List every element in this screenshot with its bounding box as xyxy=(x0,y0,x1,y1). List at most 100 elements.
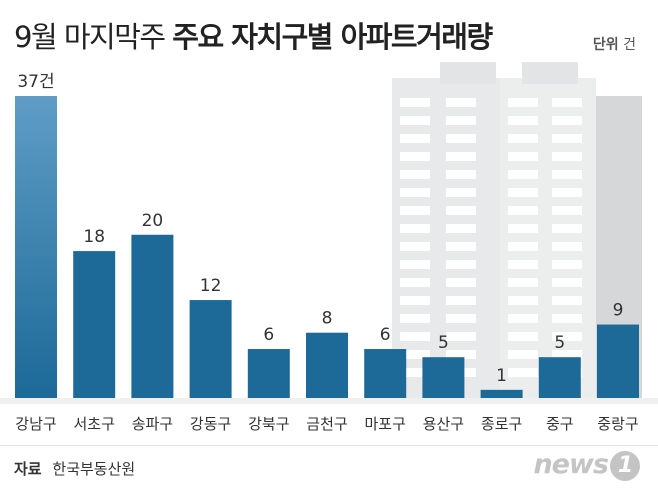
building-window xyxy=(446,134,476,143)
building-window xyxy=(446,116,476,125)
news1-logo: news 1 xyxy=(533,449,640,481)
bar-9 xyxy=(480,389,523,398)
building-window xyxy=(446,350,476,359)
building-illustration xyxy=(392,62,642,398)
building-window xyxy=(552,296,582,305)
building-window xyxy=(400,224,430,233)
footer-divider xyxy=(0,445,658,446)
building-window xyxy=(508,332,538,341)
building-window xyxy=(552,350,582,359)
building-window xyxy=(552,314,582,323)
unit-label-text: 단위 xyxy=(592,37,619,53)
building-window xyxy=(508,242,538,251)
building-window xyxy=(552,152,582,161)
data-label-10: 5 xyxy=(554,333,565,353)
bar-6 xyxy=(306,332,348,398)
data-label-8: 5 xyxy=(438,333,449,353)
bar-5 xyxy=(247,349,290,398)
building-window xyxy=(446,170,476,179)
building-window xyxy=(400,368,430,377)
chart-title: 9월 마지막주 주요 자치구별 아파트거래량 xyxy=(14,14,493,56)
building-window xyxy=(400,242,430,251)
source-value: 한국부동산원 xyxy=(52,460,136,478)
building-window xyxy=(446,206,476,215)
building-window xyxy=(400,98,430,107)
building-window xyxy=(400,206,430,215)
data-label-7: 6 xyxy=(380,325,391,345)
building-window xyxy=(446,296,476,305)
building-window xyxy=(508,224,538,233)
building-window xyxy=(508,368,538,377)
category-label-4: 강동구 xyxy=(190,415,231,433)
building-window xyxy=(508,206,538,215)
data-label-11: 9 xyxy=(613,301,624,321)
building-window xyxy=(508,134,538,143)
category-label-5: 강북구 xyxy=(248,415,289,433)
building-window xyxy=(400,260,430,269)
building-window xyxy=(508,152,538,161)
building-window xyxy=(446,278,476,287)
data-label-4: 12 xyxy=(200,276,222,296)
building-window xyxy=(400,332,430,341)
building-window xyxy=(446,152,476,161)
category-label-1: 강남구 xyxy=(15,415,56,433)
building-window xyxy=(552,188,582,197)
unit-label: 단위 건 xyxy=(593,34,636,54)
category-label-9: 종로구 xyxy=(481,415,522,433)
building-window xyxy=(508,296,538,305)
building-window xyxy=(400,278,430,287)
category-label-3: 송파구 xyxy=(132,415,173,433)
source-label: 자료 xyxy=(14,460,42,478)
building-window xyxy=(446,188,476,197)
building-window xyxy=(552,116,582,125)
category-label-11: 중랑구 xyxy=(597,415,638,433)
building-window xyxy=(400,188,430,197)
building-window xyxy=(400,152,430,161)
category-label-6: 금천구 xyxy=(306,415,347,433)
data-label-3: 20 xyxy=(142,211,164,231)
title-period: 9월 마지막주 xyxy=(14,20,166,54)
data-label-2: 18 xyxy=(83,227,105,247)
unit-value: 건 xyxy=(623,37,636,53)
building-window xyxy=(508,116,538,125)
building-window xyxy=(446,332,476,341)
building-window xyxy=(400,296,430,305)
building-window xyxy=(552,170,582,179)
building-window xyxy=(552,206,582,215)
building-window xyxy=(508,188,538,197)
building-window xyxy=(552,242,582,251)
building-window xyxy=(552,278,582,287)
building-window xyxy=(552,134,582,143)
building-window xyxy=(400,116,430,125)
bar-8 xyxy=(422,357,465,398)
building-window xyxy=(508,314,538,323)
bar-3 xyxy=(131,234,174,398)
bar-4 xyxy=(189,300,232,398)
building-window xyxy=(552,260,582,269)
building-window xyxy=(552,224,582,233)
building-window xyxy=(446,224,476,233)
building-window xyxy=(552,98,582,107)
logo-badge: 1 xyxy=(610,450,640,481)
building-window xyxy=(508,170,538,179)
bar-2 xyxy=(73,251,116,398)
building-window xyxy=(446,98,476,107)
building-window xyxy=(508,98,538,107)
building-window xyxy=(446,242,476,251)
logo-text: news xyxy=(533,449,609,480)
source-note: 자료 한국부동산원 xyxy=(14,458,135,479)
building-window xyxy=(508,260,538,269)
building-window xyxy=(508,350,538,359)
category-label-10: 중구 xyxy=(546,415,574,433)
building-window xyxy=(552,332,582,341)
building-window xyxy=(400,170,430,179)
bar-10 xyxy=(538,357,581,398)
building-window xyxy=(446,314,476,323)
data-label-6: 8 xyxy=(322,309,333,329)
category-label-8: 용산구 xyxy=(423,415,464,433)
building-window xyxy=(446,260,476,269)
category-label-7: 마포구 xyxy=(364,415,405,433)
building-window xyxy=(400,134,430,143)
data-label-5: 6 xyxy=(263,325,274,345)
